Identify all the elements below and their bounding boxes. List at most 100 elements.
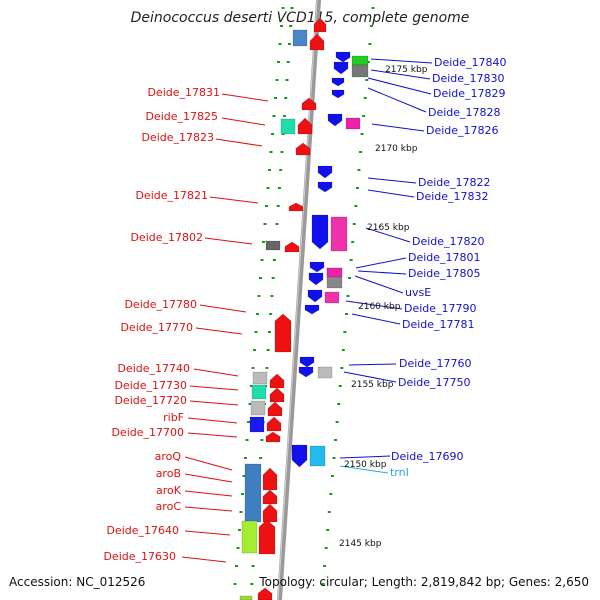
track-tick: [349, 259, 353, 261]
track-tick: [277, 61, 280, 63]
reverse-gene-labels: Deide_17840 Deide_17830 Deide_17829 Deide_1…: [390, 56, 507, 479]
track-tick: [265, 367, 269, 369]
forward-gene: [274, 313, 292, 353]
track-tick: [368, 43, 372, 45]
track-tick: [266, 349, 270, 351]
forward-gene: [265, 431, 281, 443]
label-connector: [189, 400, 239, 406]
track-tick: [272, 259, 276, 261]
label-connectors: [181, 58, 433, 563]
reverse-gene: [317, 181, 333, 193]
reverse-gene-label: Deide_17826: [426, 124, 499, 137]
track-tick: [366, 61, 370, 63]
topology-text: Topology: circular; Length: 2,819,842 bp…: [258, 575, 589, 589]
track-tick: [276, 205, 280, 207]
track-tick: [238, 529, 241, 531]
forward-gene: [313, 17, 327, 33]
gene-block: [239, 595, 253, 600]
forward-gene-label: Deide_17700: [111, 426, 184, 439]
track-tick: [371, 7, 375, 9]
gene-block: [244, 463, 262, 523]
forward-gene-label: Deide_17780: [124, 298, 197, 311]
track-tick: [247, 421, 250, 423]
label-connector: [367, 87, 427, 113]
label-connector: [189, 385, 239, 391]
forward-gene-label: aroK: [156, 484, 182, 497]
track-tick: [285, 79, 289, 81]
forward-gene-label: Deide_17720: [114, 394, 187, 407]
forward-gene-label: Deide_17640: [106, 524, 179, 537]
label-connector: [365, 227, 411, 243]
track-tick: [352, 223, 356, 225]
reverse-gene: [331, 89, 345, 99]
track-tick: [248, 403, 252, 405]
track-tick: [260, 439, 264, 441]
track-tick: [346, 295, 350, 297]
track-tick: [256, 313, 259, 315]
label-connector: [184, 506, 233, 512]
track-tick: [265, 205, 268, 207]
label-connector: [348, 363, 397, 366]
label-connector: [354, 275, 404, 294]
accession-text: Accession: NC_012526: [9, 575, 145, 589]
label-connector: [221, 117, 266, 126]
label-connector: [195, 327, 243, 335]
track-tick: [326, 529, 330, 531]
label-connector: [370, 58, 433, 64]
gene-block: [351, 55, 369, 66]
track-tick: [334, 439, 338, 441]
label-connector: [204, 237, 253, 245]
track-tick: [359, 151, 363, 153]
track-tick: [329, 493, 333, 495]
track-tick: [250, 583, 254, 585]
gene-block: [252, 371, 268, 385]
forward-gene: [301, 97, 317, 111]
track-tick: [253, 349, 256, 351]
forward-gene-label: aroC: [156, 500, 182, 513]
track-tick: [282, 115, 286, 117]
track-tick: [269, 313, 273, 315]
scale-tick-label: 2155 kbp: [351, 380, 394, 390]
scale-tick-label: 2150 kbp: [344, 460, 387, 470]
track-tick: [235, 565, 238, 567]
track-tick: [341, 349, 345, 351]
forward-gene: [262, 467, 278, 491]
track-tick: [365, 79, 369, 81]
forward-gene-label: Deide_17740: [117, 362, 190, 375]
track-tick: [259, 277, 262, 279]
track-tick: [270, 295, 274, 297]
reverse-gene: [317, 165, 333, 179]
label-connector: [187, 432, 238, 438]
reverse-gene: [311, 214, 329, 250]
track-tick: [241, 493, 244, 495]
label-connector: [209, 196, 259, 204]
scale-tick-label: 2160 kbp: [358, 302, 401, 312]
label-connector: [193, 368, 239, 377]
forward-gene: [297, 117, 313, 135]
forward-gene: [262, 489, 278, 505]
track-tick: [360, 133, 364, 135]
reverse-gene-label: Deide_17690: [391, 450, 464, 463]
gene-block: [317, 366, 333, 379]
gene-block: [326, 267, 343, 278]
forward-gene-label: Deide_17823: [141, 131, 214, 144]
scale-tick-label: 2145 kbp: [339, 539, 382, 549]
track-tick: [279, 169, 283, 171]
label-connector: [355, 257, 407, 269]
track-tick: [271, 133, 274, 135]
track-tick: [280, 151, 284, 153]
track-tick: [254, 331, 258, 333]
scale-tick-label: 2170 kbp: [375, 144, 418, 154]
track-tick: [355, 187, 359, 189]
track-tick: [287, 43, 291, 45]
forward-gene: [309, 33, 325, 51]
track-tick: [357, 169, 361, 171]
reverse-gene: [299, 356, 315, 368]
track-tick: [233, 583, 237, 585]
label-connector: [370, 69, 431, 80]
forward-gene-label: Deide_17802: [130, 231, 203, 244]
scale-tick-label: 2175 kbp: [385, 65, 428, 75]
label-connector: [367, 189, 415, 198]
gene-block: [280, 118, 296, 135]
